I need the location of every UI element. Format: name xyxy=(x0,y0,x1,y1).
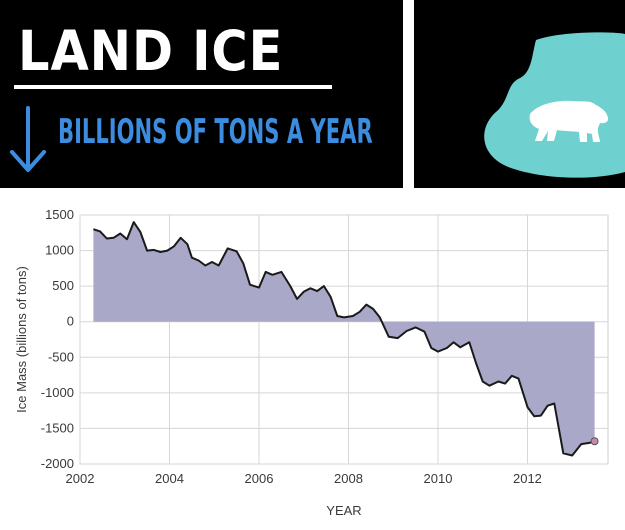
x-axis-label: YEAR xyxy=(326,503,361,518)
x-tick-label: 2006 xyxy=(245,471,274,486)
x-tick-label: 2002 xyxy=(66,471,95,486)
polar-bear-panel xyxy=(414,0,625,188)
banner-subtitle: BILLIONS OF TONS A YEAR xyxy=(58,112,373,152)
title-banner: LAND ICE BILLIONS OF TONS A YEAR xyxy=(0,0,403,188)
y-tick-label: 0 xyxy=(67,314,74,329)
latest-data-point xyxy=(590,437,599,446)
y-tick-label: 1000 xyxy=(45,243,74,258)
y-tick-label: -500 xyxy=(48,349,74,364)
down-arrow-icon xyxy=(10,106,46,172)
x-tick-label: 2012 xyxy=(513,471,542,486)
y-tick-label: -1000 xyxy=(41,385,74,400)
x-tick-label: 2004 xyxy=(155,471,184,486)
y-tick-label: 1500 xyxy=(45,207,74,222)
polar-bear-icon xyxy=(529,100,609,142)
y-tick-label: 500 xyxy=(52,278,74,293)
y-tick-label: -1500 xyxy=(41,420,74,435)
y-tick-label: -2000 xyxy=(41,456,74,471)
banner-title: LAND ICE xyxy=(18,19,284,83)
ice-mass-area xyxy=(93,222,595,456)
polar-bear-on-ice-icon xyxy=(484,32,625,178)
x-tick-label: 2010 xyxy=(424,471,453,486)
y-axis-label: Ice Mass (billions of tons) xyxy=(14,266,29,413)
x-tick-label: 2008 xyxy=(334,471,363,486)
title-underline xyxy=(14,85,332,89)
ice-mass-line xyxy=(93,221,595,457)
